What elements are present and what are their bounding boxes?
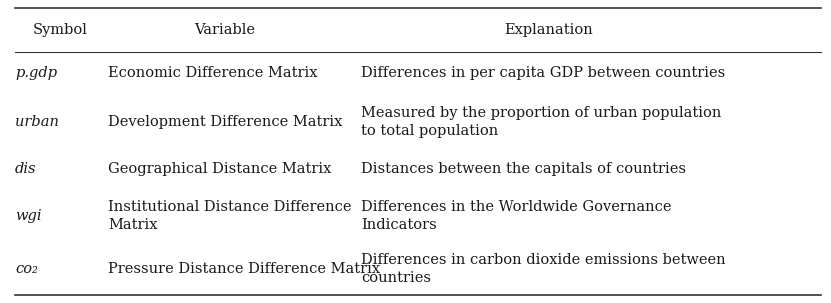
Text: wgi: wgi (15, 209, 42, 223)
Text: Differences in per capita GDP between countries: Differences in per capita GDP between co… (361, 66, 725, 81)
Text: Variable: Variable (194, 22, 255, 37)
Text: urban: urban (15, 115, 59, 129)
Text: Differences in carbon dioxide emissions between
countries: Differences in carbon dioxide emissions … (361, 253, 726, 285)
Text: Explanation: Explanation (504, 22, 593, 37)
Text: Institutional Distance Difference
Matrix: Institutional Distance Difference Matrix (108, 200, 352, 232)
Text: Distances between the capitals of countries: Distances between the capitals of countr… (361, 162, 686, 176)
Text: Differences in the Worldwide Governance
Indicators: Differences in the Worldwide Governance … (361, 200, 672, 232)
Text: p.gdp: p.gdp (15, 66, 57, 81)
Text: dis: dis (15, 162, 37, 176)
Text: Measured by the proportion of urban population
to total population: Measured by the proportion of urban popu… (361, 106, 722, 138)
Text: Geographical Distance Matrix: Geographical Distance Matrix (108, 162, 332, 176)
Text: Symbol: Symbol (33, 22, 88, 37)
Text: Development Difference Matrix: Development Difference Matrix (108, 115, 342, 129)
Text: co₂: co₂ (15, 262, 38, 276)
Text: Economic Difference Matrix: Economic Difference Matrix (108, 66, 317, 81)
Text: Pressure Distance Difference Matrix: Pressure Distance Difference Matrix (108, 262, 380, 276)
